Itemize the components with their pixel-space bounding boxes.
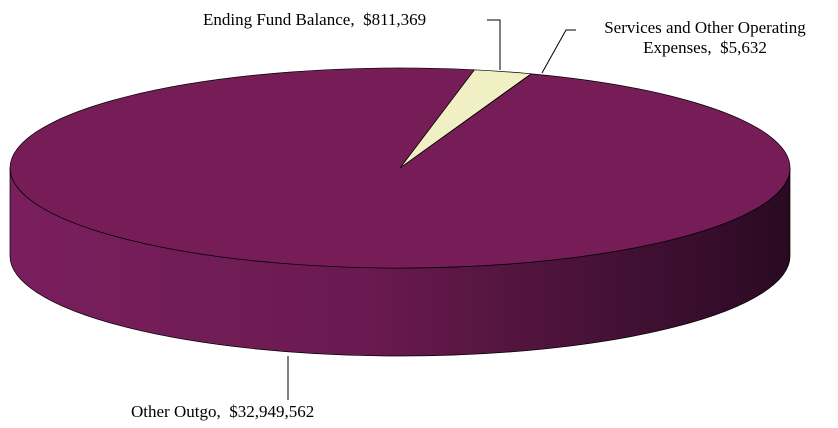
category: Other Outgo <box>131 402 217 421</box>
value-label: $32,949,562 <box>229 402 315 421</box>
leader-line <box>487 19 501 70</box>
value-label: $5,632 <box>720 38 767 57</box>
slice-label: Services and Other Operating Expenses, $… <box>604 18 806 57</box>
slice-label: Other Outgo, $32,949,562 <box>131 402 315 421</box>
slice <box>9 67 791 269</box>
leader-line <box>541 29 576 74</box>
value-label: $811,369 <box>363 10 427 29</box>
category: Services and Other Operating Expenses <box>604 18 806 57</box>
category: Ending Fund Balance <box>203 10 351 29</box>
slice-label: Ending Fund Balance, $811,369 <box>203 10 427 29</box>
